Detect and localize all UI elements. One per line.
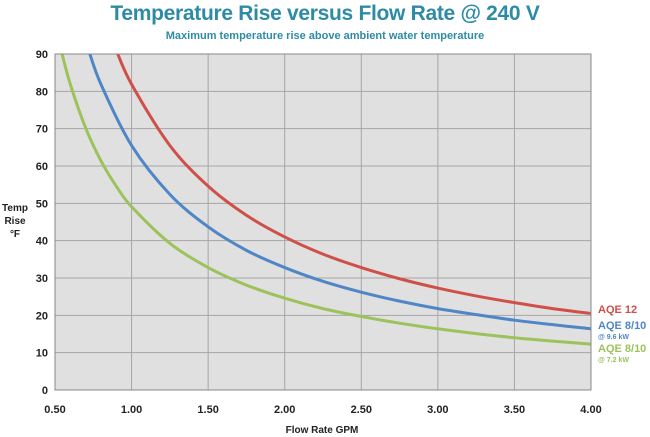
- y-tick-label: 70: [36, 124, 48, 136]
- y-axis-label-line: Temp: [2, 203, 28, 214]
- y-tick-label: 0: [42, 385, 48, 397]
- chart-title: Temperature Rise versus Flow Rate @ 240 …: [110, 2, 540, 25]
- x-tick-label: 2.50: [351, 404, 372, 416]
- y-tick-label: 10: [36, 348, 48, 360]
- legend-entry: AQE 12: [598, 304, 637, 316]
- x-tick-label: 0.50: [44, 404, 65, 416]
- legend-entry-sub: @ 7.2 kW: [598, 357, 629, 364]
- y-tick-labels: 0 10 20 30 40 50 60 70 80 90: [36, 49, 48, 397]
- y-tick-label: 50: [36, 198, 48, 210]
- legend-entry: AQE 8/10: [598, 320, 646, 332]
- x-tick-label: 1.50: [197, 404, 218, 416]
- legend: AQE 12 AQE 8/10 @ 9.6 kW AQE 8/10 @ 7.2 kW: [598, 304, 646, 364]
- y-axis-label-line: °F: [10, 229, 20, 240]
- y-tick-label: 40: [36, 236, 48, 248]
- y-tick-label: 20: [36, 310, 48, 322]
- x-axis-label: Flow Rate GPM: [286, 425, 359, 436]
- chart-subtitle: Maximum temperature rise above ambient w…: [165, 30, 485, 42]
- series-group: [60, 54, 591, 346]
- x-tick-label: 3.00: [427, 404, 448, 416]
- x-tick-labels: 0.50 1.00 1.50 2.00 2.50 3.00 3.50 4.00: [44, 404, 601, 416]
- plot-area: [55, 54, 591, 390]
- y-tick-label: 90: [36, 49, 48, 61]
- y-axis-label-line: Rise: [4, 216, 26, 227]
- series-line: [60, 54, 591, 346]
- y-tick-label: 60: [36, 161, 48, 173]
- series-line: [116, 54, 591, 315]
- x-tick-label: 3.50: [504, 404, 525, 416]
- x-tick-label: 4.00: [580, 404, 601, 416]
- y-tick-label: 30: [36, 273, 48, 285]
- y-tick-label: 80: [36, 86, 48, 98]
- legend-entry-sub: @ 9.6 kW: [598, 334, 629, 341]
- plot-border: [54, 53, 592, 391]
- series-line: [88, 54, 591, 331]
- x-tick-label: 1.00: [121, 404, 142, 416]
- y-axis-label: Temp Rise °F: [2, 203, 28, 240]
- x-tick-label: 2.00: [274, 404, 295, 416]
- legend-entry: AQE 8/10: [598, 343, 646, 355]
